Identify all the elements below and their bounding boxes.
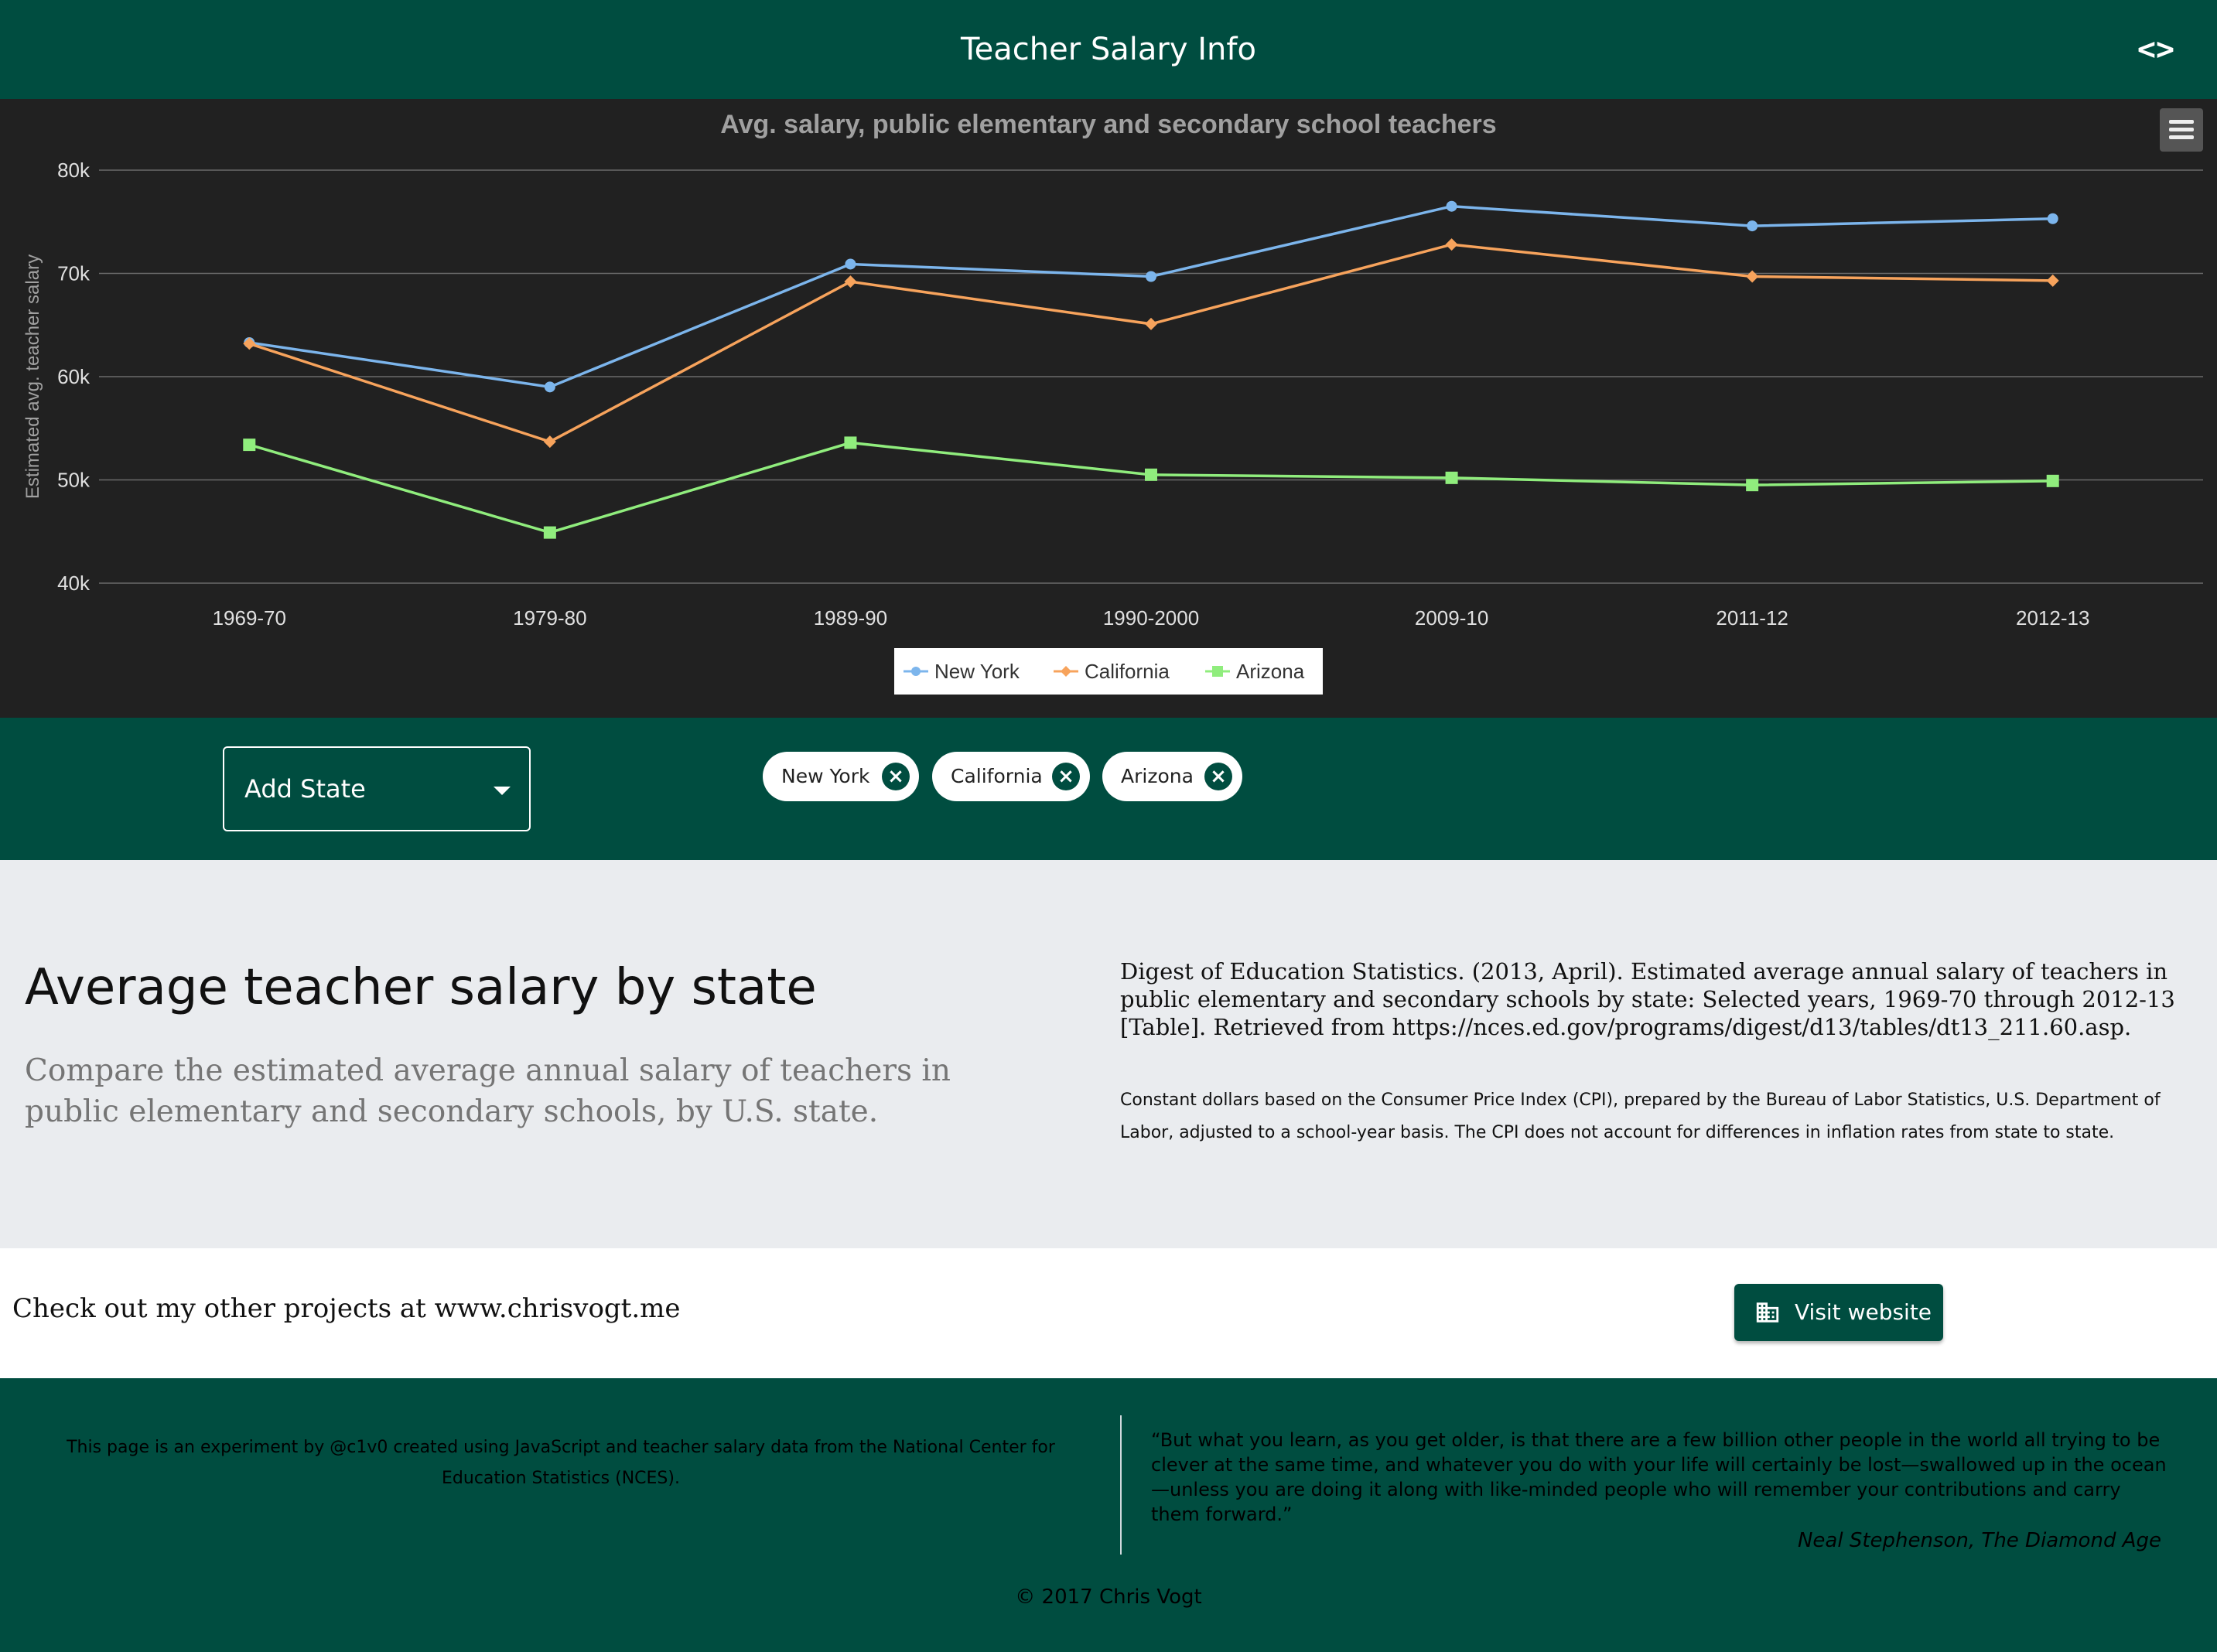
data-citation: Digest of Education Statistics. (2013, A… [1120,958,2175,1040]
data-point-new-york [1146,271,1156,282]
legend-label: California [1085,660,1170,683]
add-state-label: Add State [244,774,366,804]
x-tick-label: 1979-80 [513,606,586,630]
data-point-arizona [543,526,556,539]
data-point-new-york [845,258,856,270]
series-line-new-york [249,204,2053,389]
legend-symbol [1054,666,1078,677]
cpi-note: Constant dollars based on the Consumer P… [1120,1091,2161,1142]
x-tick-label: 2009-10 [1415,606,1488,630]
data-point-arizona [2046,474,2059,487]
y-tick-label: 70k [57,262,91,285]
state-chip-california: California × [932,752,1090,801]
state-chip-new-york: New York × [763,752,919,801]
data-point-california [1445,238,1458,251]
add-state-select[interactable]: Add State [223,746,531,831]
chip-label: California [951,765,1043,787]
data-point-california [2046,274,2059,287]
chip-label: New York [781,765,870,787]
chart-legend: New York California Arizona [894,648,1323,695]
legend-symbol [1205,666,1230,677]
footer-divider [1120,1415,1122,1555]
y-tick-label: 40k [57,572,91,595]
data-point-california [1145,317,1157,330]
app-title: Teacher Salary Info [961,32,1256,67]
visit-website-label: Visit website [1795,1299,1932,1325]
x-tick-label: 2011-12 [1716,606,1788,630]
x-tick-label: 2012-13 [2016,606,2089,630]
x-tick-label: 1969-70 [213,606,286,630]
footer-about: This page is an experiment by @c1v0 crea… [67,1438,1055,1488]
info-section [0,860,2217,1248]
visit-website-button[interactable]: Visit website [1734,1284,1943,1341]
code-icon[interactable]: <> [2137,32,2175,67]
data-point-arizona [1445,471,1458,484]
x-tick-label: 1990-2000 [1103,606,1199,630]
remove-chip-icon[interactable]: × [1052,763,1080,790]
chart-title: Avg. salary, public elementary and secon… [720,110,1496,139]
series-line-arizona [248,441,2053,534]
x-tick-label: 1989-90 [814,606,887,630]
remove-chip-icon[interactable]: × [1204,763,1232,790]
data-point-new-york [2047,213,2058,224]
data-point-arizona [1746,479,1759,492]
chip-label: Arizona [1121,765,1194,787]
dropdown-caret-icon [494,787,511,795]
remove-chip-icon[interactable]: × [882,763,910,790]
data-point-arizona [844,436,857,449]
quote-attribution: Neal Stephenson, The Diamond Age [1797,1529,2161,1552]
projects-text: Check out my other projects at www.chris… [12,1293,681,1324]
y-tick-label: 60k [57,365,91,388]
y-tick-label: 50k [57,469,91,492]
y-axis-label: Estimated avg. teacher salary [22,254,43,499]
page-title: Average teacher salary by state [25,959,817,1016]
legend-label: New York [934,660,1020,683]
data-point-arizona [243,439,256,452]
state-chip-arizona: Arizona × [1102,752,1242,801]
data-point-new-york [1747,220,1758,232]
footer-quote: “But what you learn, as you get older, i… [1151,1429,2167,1525]
copyright: © 2017 Chris Vogt [1015,1585,1202,1609]
data-point-california [844,275,857,288]
building-icon [1756,1302,1779,1323]
y-tick-label: 80k [57,159,91,182]
hamburger-menu-icon[interactable] [2160,108,2203,152]
data-point-new-york [544,381,555,393]
data-point-california [243,337,256,350]
legend-symbol [904,667,928,676]
data-point-new-york [1446,200,1457,212]
data-point-california [1746,270,1759,283]
legend-label: Arizona [1236,660,1305,683]
app-bar: Teacher Salary Info <> [0,0,2217,99]
page-subtitle: Compare the estimated average annual sal… [25,1053,951,1129]
line-chart: Avg. salary, public elementary and secon… [22,110,2203,630]
data-point-arizona [1145,468,1157,481]
data-point-california [543,435,556,449]
chart-container: Avg. salary, public elementary and secon… [0,99,2217,718]
footer [0,1378,2217,1652]
